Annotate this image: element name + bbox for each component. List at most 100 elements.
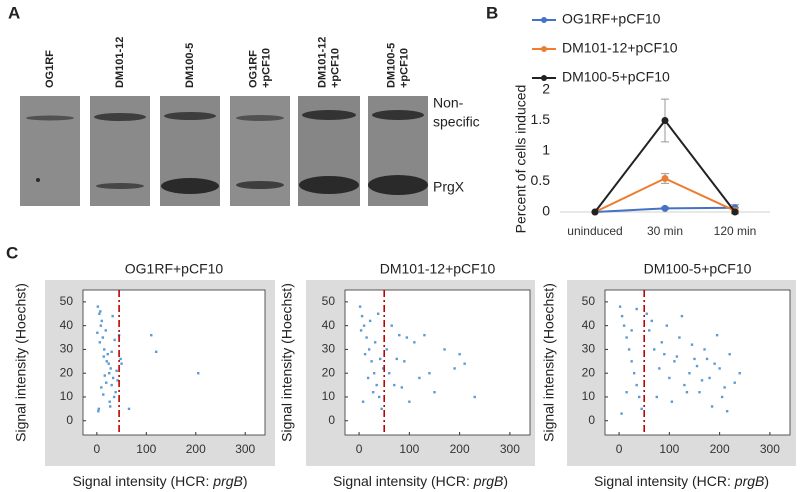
blot-image	[20, 96, 428, 206]
x-axis-label: Signal intensity (HCR: prgB)	[333, 473, 508, 489]
data-point	[372, 371, 376, 375]
data-point	[690, 343, 694, 346]
data-point	[680, 314, 684, 318]
x-tick-label: 0	[356, 442, 363, 456]
lane-label: +pCF10	[329, 48, 341, 88]
data-point	[661, 174, 669, 182]
lane-label: OG1RF	[247, 50, 259, 88]
data-point	[630, 360, 633, 363]
data-point	[695, 364, 699, 368]
plot-area	[82, 289, 266, 436]
panel-label: B	[486, 3, 498, 22]
lane-label: +pCF10	[398, 48, 410, 88]
band-label: specific	[433, 114, 480, 130]
data-point	[443, 348, 446, 351]
x-axis-label-part: Signal intensity (HCR:	[333, 473, 474, 489]
data-point	[683, 383, 686, 387]
data-point	[718, 367, 721, 370]
data-point	[98, 312, 101, 315]
data-point	[728, 352, 731, 356]
legend-marker	[541, 75, 547, 81]
y-tick-label: 0	[588, 413, 595, 427]
data-point	[620, 314, 624, 318]
data-point	[102, 393, 105, 396]
data-point	[99, 310, 102, 313]
data-point	[632, 371, 636, 375]
data-point	[111, 314, 114, 318]
data-point	[105, 381, 108, 384]
data-point	[103, 374, 106, 377]
data-point	[375, 383, 378, 387]
y-tick-label: 2	[542, 81, 550, 97]
x-axis-label-part: prgB	[473, 473, 504, 489]
data-point	[359, 329, 363, 332]
data-point	[625, 391, 628, 394]
x-axis-label-part: prgB	[212, 473, 243, 489]
data-point	[685, 391, 689, 394]
data-point	[713, 362, 716, 365]
y-tick-label: 40	[60, 318, 74, 332]
x-axis-label-part: )	[764, 473, 769, 489]
y-tick-label: 0.5	[531, 172, 551, 188]
data-point	[708, 376, 711, 380]
panel-label: A	[8, 3, 20, 22]
data-point	[400, 386, 404, 389]
y-tick-label: 20	[582, 365, 596, 379]
data-point	[403, 360, 406, 363]
data-point	[109, 405, 112, 408]
data-point	[120, 362, 123, 365]
chart-title: DM100-5+pCF10	[644, 261, 752, 277]
data-point	[100, 386, 103, 389]
x-axis-label-part: prgB	[734, 473, 765, 489]
x-tick-label: 300	[760, 442, 780, 456]
x-tick-label: 120 min	[714, 224, 757, 238]
data-point	[660, 341, 664, 344]
data-point	[637, 395, 641, 399]
y-tick-label: 0	[542, 203, 550, 219]
data-point	[111, 376, 115, 380]
legend-label: OG1RF+pCF10	[562, 11, 661, 27]
y-axis-label: Signal intensity (Hoechst)	[541, 283, 557, 442]
data-point	[408, 400, 411, 403]
data-point	[678, 336, 681, 339]
data-point	[103, 348, 106, 351]
data-point	[661, 117, 669, 124]
data-point	[650, 319, 653, 323]
band-label: PrgX	[433, 179, 465, 195]
chart-title: DM101-12+pCF10	[380, 261, 496, 277]
data-point	[97, 410, 100, 413]
data-point	[645, 312, 648, 315]
data-point	[362, 324, 366, 327]
x-tick-label: uninduced	[567, 224, 622, 238]
x-tick-label: 30 min	[647, 224, 683, 238]
lane-label: DM101-12	[114, 37, 126, 88]
data-point	[731, 208, 739, 216]
data-point	[377, 395, 381, 399]
data-point	[715, 333, 719, 337]
y-tick-label: 20	[60, 365, 74, 379]
data-point	[112, 395, 116, 399]
data-point	[723, 386, 726, 389]
data-point	[393, 383, 396, 387]
y-tick-label: 40	[582, 318, 596, 332]
data-point	[358, 305, 362, 308]
data-point	[663, 352, 666, 356]
chart-title: OG1RF+pCF10	[125, 261, 224, 277]
y-tick-label: 10	[60, 389, 74, 403]
x-axis-label-part: Signal intensity (HCR:	[72, 473, 213, 489]
data-point	[390, 324, 393, 327]
lane-label: OG1RF	[44, 50, 56, 88]
data-point	[116, 379, 119, 382]
data-point	[107, 362, 110, 365]
data-point	[104, 329, 107, 332]
data-point	[620, 412, 623, 415]
data-point	[700, 379, 704, 382]
data-point	[463, 362, 466, 365]
x-tick-label: 200	[186, 442, 206, 456]
y-tick-label: 10	[322, 389, 336, 403]
x-tick-label: 300	[500, 442, 520, 456]
band-label: Non-	[433, 95, 464, 111]
data-point	[367, 348, 371, 351]
y-axis-label: Percent of cells induced	[513, 85, 529, 234]
